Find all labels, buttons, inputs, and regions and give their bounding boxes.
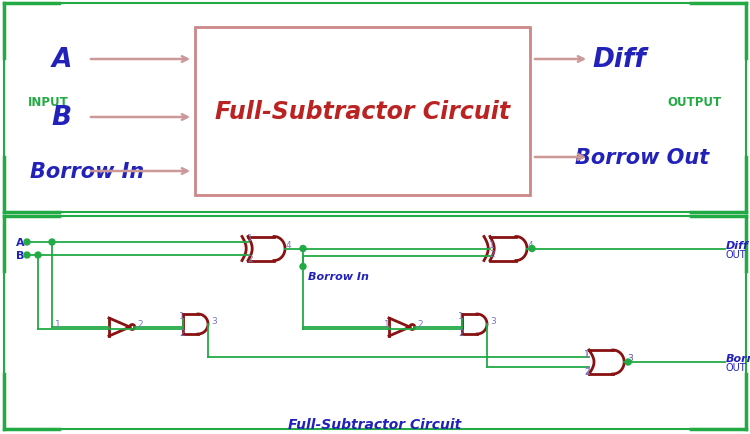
Text: OUTPUT: OUTPUT	[668, 96, 722, 109]
Circle shape	[529, 246, 535, 252]
Bar	[4, 4, 746, 213]
Text: 2: 2	[418, 320, 424, 329]
Text: 2: 2	[458, 329, 464, 338]
Text: 1: 1	[489, 240, 495, 250]
Text: 3: 3	[490, 317, 496, 326]
Text: B: B	[52, 105, 72, 131]
Text: OUT: OUT	[726, 362, 746, 372]
Circle shape	[24, 253, 30, 258]
Circle shape	[49, 240, 55, 246]
Text: Diff: Diff	[726, 241, 748, 251]
Text: 3: 3	[627, 354, 633, 363]
Text: 3: 3	[211, 317, 217, 326]
Text: 2: 2	[138, 320, 143, 329]
Text: 2: 2	[179, 329, 184, 338]
Circle shape	[626, 359, 632, 365]
Circle shape	[35, 253, 41, 258]
Text: Full-Subtractor Circuit: Full-Subtractor Circuit	[215, 100, 510, 124]
Text: 4: 4	[285, 240, 291, 250]
Text: Borrow Out: Borrow Out	[575, 148, 710, 168]
Text: B: B	[16, 250, 24, 260]
Text: 1: 1	[458, 312, 464, 321]
Text: Diff: Diff	[592, 47, 646, 73]
Text: 1: 1	[55, 320, 61, 329]
Text: 1: 1	[584, 349, 590, 358]
Text: 4: 4	[527, 240, 532, 250]
Text: 2: 2	[584, 366, 590, 375]
Text: OUT: OUT	[726, 250, 746, 260]
Text: Borrow In: Borrow In	[308, 272, 369, 282]
Text: 1: 1	[248, 234, 253, 243]
Text: 3: 3	[627, 354, 633, 363]
Text: Full-Subtractor Circuit: Full-Subtractor Circuit	[288, 417, 461, 431]
Circle shape	[300, 246, 306, 252]
Text: 2: 2	[584, 367, 590, 376]
Text: A: A	[52, 47, 72, 73]
Text: 2: 2	[248, 255, 253, 264]
Text: 1: 1	[384, 320, 390, 329]
Text: Borrow In: Borrow In	[30, 161, 144, 181]
Text: 2: 2	[489, 250, 495, 258]
Text: 1: 1	[584, 349, 590, 358]
Text: Borrow: Borrow	[726, 353, 750, 363]
Circle shape	[300, 264, 306, 270]
Bar	[195, 28, 530, 196]
Text: 1: 1	[179, 312, 184, 321]
Circle shape	[24, 240, 30, 246]
Bar	[4, 217, 746, 429]
Text: A: A	[16, 237, 25, 247]
Text: INPUT: INPUT	[28, 96, 69, 109]
